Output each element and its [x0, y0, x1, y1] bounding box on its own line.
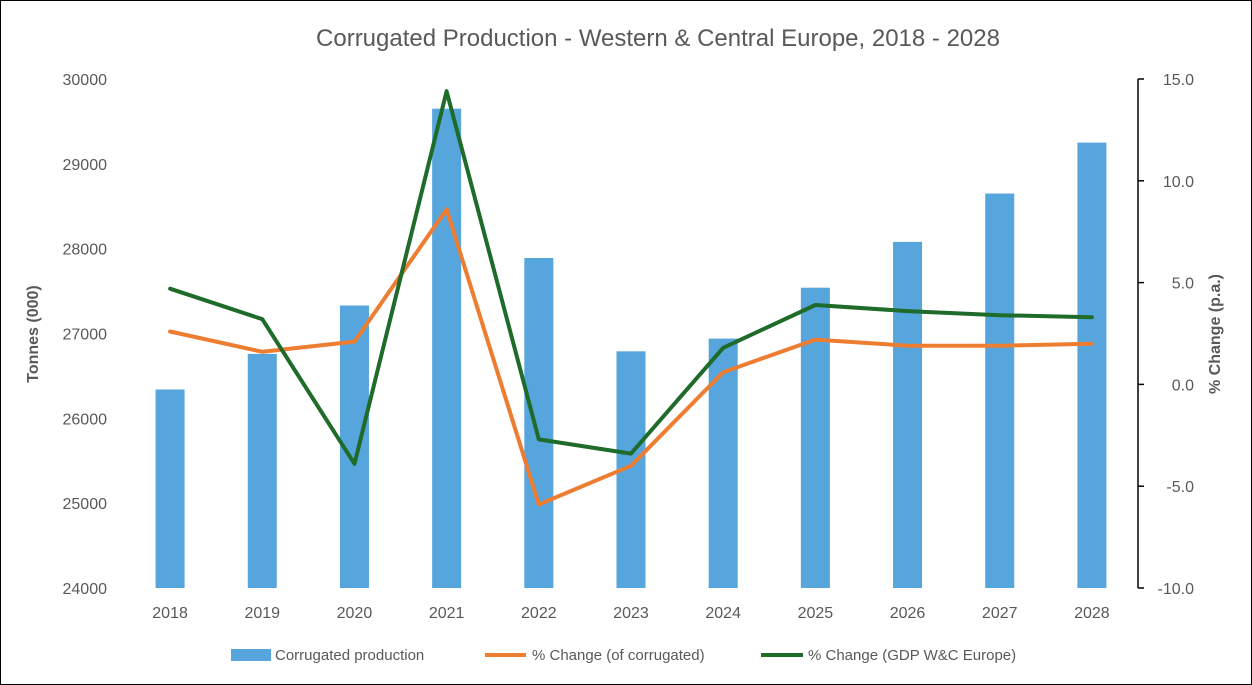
x-tick-label: 2019	[244, 605, 280, 622]
left-axis-title: Tonnes (000)	[25, 285, 42, 383]
right-tick-label: 5.0	[1172, 276, 1194, 293]
bar-2022	[524, 257, 554, 588]
left-tick-labels: 24000 25000 26000 27000 28000 29000 30000	[63, 72, 108, 598]
x-tick-label: 2020	[337, 605, 373, 622]
bar-2019	[247, 353, 277, 588]
left-tick-label: 28000	[63, 242, 108, 259]
chart-title: Corrugated Production - Western & Centra…	[316, 25, 1000, 52]
left-tick-label: 27000	[63, 327, 108, 344]
x-tick-label: 2027	[982, 605, 1018, 622]
legend-swatch-corrugated-production	[231, 649, 271, 661]
x-tick-label: 2018	[152, 605, 188, 622]
right-tick-label: 10.0	[1163, 174, 1194, 191]
x-tick-label: 2024	[705, 605, 741, 622]
left-tick-label: 30000	[63, 72, 108, 89]
line-change-gdp	[168, 89, 1094, 466]
right-tick-label: -10.0	[1158, 581, 1195, 598]
x-tick-label: 2028	[1074, 605, 1110, 622]
line-group	[168, 89, 1094, 507]
x-tick-labels: 2018 2019 2020 2021 2022 2023 2024 2025 2026 2027…	[152, 605, 1110, 622]
right-tick-label: 15.0	[1163, 72, 1194, 89]
legend-label-change-corrugated: % Change (of corrugated)	[532, 647, 705, 664]
x-tick-label: 2022	[521, 605, 557, 622]
right-tick-label: 0.0	[1172, 377, 1194, 394]
left-tick-label: 25000	[63, 496, 108, 513]
x-tick-label: 2021	[429, 605, 465, 622]
bar-group	[155, 108, 1107, 589]
line-change-corrugated	[168, 207, 1094, 507]
legend: Corrugated production % Change (of corru…	[231, 647, 1016, 664]
right-axis-title: % Change (p.a.)	[1207, 274, 1224, 394]
bar-2026	[893, 241, 923, 588]
bar-2024	[708, 338, 738, 588]
x-tick-label: 2026	[890, 605, 926, 622]
bar-2027	[985, 193, 1015, 588]
right-axis	[1137, 78, 1144, 589]
left-tick-label: 29000	[63, 157, 108, 174]
bar-2025	[800, 287, 830, 588]
legend-label-corrugated-production: Corrugated production	[275, 647, 424, 664]
bar-2018	[155, 389, 185, 588]
bar-2028	[1077, 142, 1107, 588]
legend-label-change-gdp: % Change (GDP W&C Europe)	[808, 647, 1016, 664]
x-tick-label: 2023	[613, 605, 649, 622]
left-tick-label: 26000	[63, 411, 108, 428]
x-tick-label: 2025	[798, 605, 834, 622]
left-tick-label: 24000	[63, 581, 108, 598]
bar-2021	[432, 108, 462, 589]
right-tick-label: -5.0	[1166, 479, 1194, 496]
right-tick-labels: -10.0 -5.0 0.0 5.0 10.0 15.0	[1158, 72, 1195, 598]
